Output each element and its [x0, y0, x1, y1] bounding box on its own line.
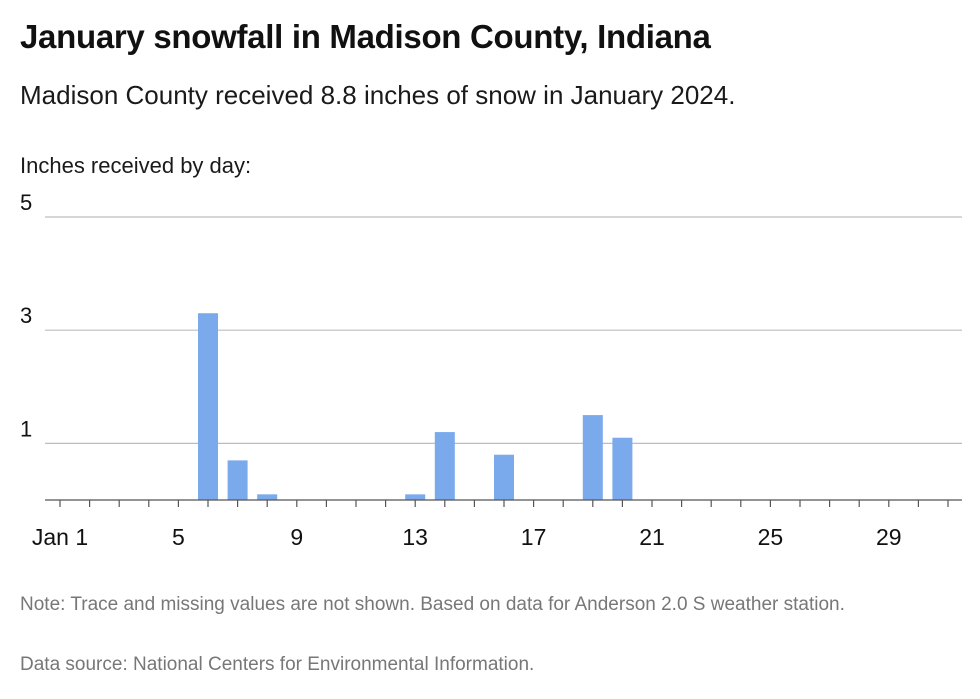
y-axis-label: Inches received by day: [20, 153, 252, 178]
bar-jan-13 [405, 494, 426, 500]
bar-jan-6 [198, 313, 218, 500]
y-tick-label: 5 [20, 190, 32, 215]
bar-jan-8 [257, 494, 278, 500]
x-tick-label: 9 [290, 524, 303, 550]
x-tick-label: 5 [172, 524, 185, 550]
gridlines: 1 3 5 [20, 190, 962, 444]
x-tick-label: 21 [639, 524, 665, 550]
snowfall-bar-chart: 135 Jan 1 5 9 13 17 21 25 29 [20, 190, 962, 550]
x-tick-label: Jan 1 [32, 524, 88, 550]
bar-jan-14 [434, 432, 455, 500]
x-tick-label: 25 [758, 524, 784, 550]
x-tick-label: 13 [402, 524, 428, 550]
y-tick-label: 3 [20, 303, 32, 328]
bar-jan-16 [494, 454, 514, 500]
x-tick-label: 17 [521, 524, 547, 550]
x-axis: Jan 1 5 9 13 17 21 25 29 [32, 499, 962, 550]
chart-title: January snowfall in Madison County, Indi… [20, 18, 711, 55]
bar-jan-19 [582, 415, 603, 500]
bar-jan-20 [612, 437, 633, 500]
chart-note: Note: Trace and missing values are not s… [20, 594, 845, 615]
y-tick-label: 1 [20, 416, 32, 441]
x-tick-label: 29 [876, 524, 902, 550]
bar-jan-7 [227, 460, 248, 500]
bars [198, 313, 633, 500]
chart-subtitle: Madison County received 8.8 inches of sn… [20, 80, 736, 110]
data-source: Data source: National Centers for Enviro… [20, 654, 535, 675]
